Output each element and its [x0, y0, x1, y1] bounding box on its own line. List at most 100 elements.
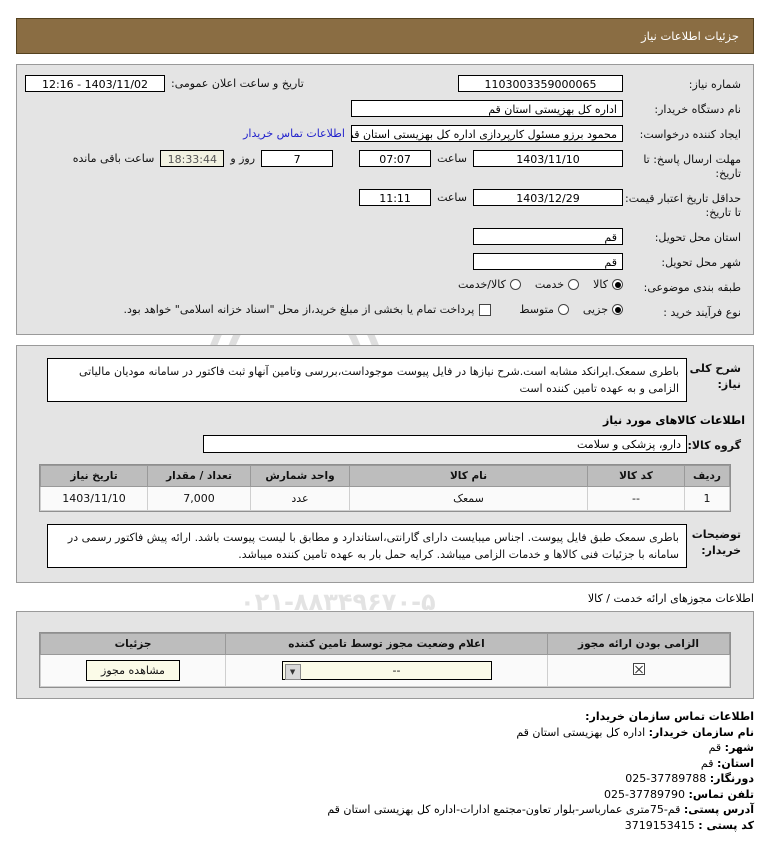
permits-panel: الزامی بودن ارائه مجوز اعلام وضعیت مجوز … [16, 611, 754, 699]
radio-icon-medium[interactable] [557, 304, 569, 315]
goods-col-code: کد کالا [587, 465, 685, 487]
validity-date-input[interactable]: 1403/12/29 [473, 189, 623, 206]
need-description-text[interactable]: باطری سمعک.ایرانکد مشابه است.شرح نیازها … [47, 358, 687, 402]
goods-cell-quantity: 7,000 [147, 486, 251, 511]
goods-col-unit: واحد شمارش [250, 465, 350, 487]
permits-cell-required [547, 654, 730, 687]
permits-col-details: جزئیات [40, 633, 226, 655]
buyer-notes-label: توضیحات خریدار: [691, 528, 741, 557]
buyer-contact-link[interactable]: اطلاعات تماس خریدار [243, 127, 345, 140]
need-details-panel: شماره نیاز: 1103003359000065 تاریخ و ساع… [16, 64, 754, 335]
category-label: طبقه بندی موضوعی: [643, 281, 741, 294]
contact-line-postal: کد پستی : 3719153415 [624, 818, 754, 832]
row-category: طبقه بندی موضوعی: کالا خدمت کالا/خدمت [17, 274, 753, 299]
radio-process-medium[interactable]: متوسط [519, 303, 569, 316]
city-label: شهر محل تحویل: [661, 256, 741, 269]
buyer-notes-text[interactable]: باطری سمعک طبق فایل پیوست. اجناس میبایست… [47, 524, 687, 568]
radio-label-goods-service: کالا/خدمت [458, 278, 506, 291]
goods-section-heading: اطلاعات کالاهای مورد نیاز [603, 414, 745, 427]
buyer-contact-block: اطلاعات تماس سازمان خریدار: نام سازمان خ… [16, 709, 754, 833]
radio-category-goods[interactable]: کالا [593, 278, 623, 291]
radio-label-minor: جزیی [582, 303, 608, 316]
radio-icon-service[interactable] [568, 279, 580, 290]
deadline-time-input[interactable]: 07:07 [359, 150, 432, 167]
need-description-label: شرح کلی نیاز: [689, 362, 741, 391]
process-label: نوع فرآیند خرید : [663, 306, 741, 319]
validity-time-input[interactable]: 11:11 [359, 189, 432, 206]
radio-label-service: خدمت [534, 278, 565, 291]
goods-col-row: ردیف [684, 465, 730, 487]
goods-col-name: نام کالا [349, 465, 588, 487]
goods-cell-name: سمعک [349, 486, 588, 511]
row-need-number: شماره نیاز: 1103003359000065 تاریخ و ساع… [17, 71, 753, 96]
validity-hour-label: ساعت [437, 191, 467, 204]
permits-col-status: اعلام وضعیت مجوز توسط تامین کننده [225, 633, 548, 655]
deadline-label: مهلت ارسال پاسخ: تا تاریخ: [643, 153, 741, 180]
goods-cell-date: 1403/11/10 [40, 486, 148, 511]
deadline-hour-label: ساعت [437, 152, 467, 165]
radio-icon-goods-service[interactable] [509, 279, 521, 290]
contact-line-phone: تلفن تماس: 37789790-025 [604, 787, 754, 801]
contact-line-address: آدرس پستی: قم-75متری عمارباسر-بلوار تعاو… [327, 803, 754, 816]
treasury-checkbox[interactable] [479, 303, 492, 316]
radio-label-goods: کالا [593, 278, 608, 291]
permit-status-value: -- [392, 664, 401, 677]
radio-icon-goods[interactable] [612, 279, 623, 290]
permit-required-checkbox-icon [632, 663, 645, 675]
row-process-type: نوع فرآیند خرید : جزیی متوسط پرداخت تمام… [17, 299, 753, 328]
creator-input[interactable]: محمود برزو مسئول کارپردازی اداره کل بهزی… [351, 125, 623, 142]
radio-icon-minor[interactable] [612, 304, 623, 315]
goods-group-input[interactable]: دارو، پزشکی و سلامت [203, 435, 687, 453]
days-label: روز و [230, 152, 256, 165]
countdown-label: ساعت باقی مانده [72, 152, 155, 165]
permits-table-header-row: الزامی بودن ارائه مجوز اعلام وضعیت مجوز … [40, 633, 730, 655]
province-label: استان محل تحویل: [654, 231, 741, 244]
contact-heading: اطلاعات تماس سازمان خریدار: [585, 710, 754, 723]
page-root: جزئیات اطلاعات نیاز شماره نیاز: 11030033… [0, 18, 770, 833]
treasury-checkbox-label: پرداخت تمام یا بخشی از مبلغ خرید،از محل … [123, 303, 475, 316]
buyer-org-label: نام دستگاه خریدار: [654, 103, 741, 116]
permits-col-required: الزامی بودن ارائه مجوز [547, 633, 730, 655]
remaining-days-input[interactable]: 7 [261, 150, 334, 167]
buyer-org-input[interactable]: اداره کل بهزیستی استان قم [351, 100, 623, 117]
need-description-panel: شرح کلی نیاز: باطری سمعک.ایرانکد مشابه ا… [16, 345, 754, 583]
countdown-timer: 18:33:44 [160, 150, 225, 167]
creator-label: ایجاد کننده درخواست: [639, 128, 741, 141]
goods-table-header-row: ردیف کد کالا نام کالا واحد شمارش تعداد /… [40, 465, 730, 487]
province-input[interactable]: قم [473, 228, 623, 245]
radio-category-service[interactable]: خدمت [534, 278, 580, 291]
need-number-label: شماره نیاز: [688, 78, 741, 91]
announce-datetime-input[interactable]: 1403/11/02 - 12:16 [25, 75, 165, 92]
radio-label-medium: متوسط [519, 303, 554, 316]
contact-line-province: استان: قم [700, 756, 754, 770]
announce-label: تاریخ و ساعت اعلان عمومی: [171, 77, 304, 90]
table-row[interactable]: ▼ -- مشاهده مجوز [40, 654, 730, 687]
goods-col-date: تاریخ نیاز [40, 465, 148, 487]
permits-cell-status: ▼ -- [225, 654, 548, 687]
chevron-down-icon[interactable]: ▼ [284, 664, 301, 680]
goods-col-quantity: تعداد / مقدار [147, 465, 251, 487]
contact-line-org: نام سازمان خریدار: اداره کل بهزیستی استا… [516, 725, 754, 739]
row-price-validity: حداقل تاریخ اعتبار قیمت: تا تاریخ: 1403/… [17, 185, 753, 224]
goods-cell-code: -- [587, 486, 685, 511]
row-goods-group: گروه کالا: دارو، پزشکی و سلامت [17, 431, 753, 458]
deadline-date-input[interactable]: 1403/11/10 [473, 150, 623, 167]
permit-status-select[interactable]: ▼ -- [281, 661, 492, 680]
city-input[interactable]: قم [473, 253, 623, 270]
row-city: شهر محل تحویل: قم [17, 249, 753, 274]
row-buyer-org: نام دستگاه خریدار: اداره کل بهزیستی استا… [17, 96, 753, 121]
radio-process-minor[interactable]: جزیی [583, 303, 623, 316]
view-permit-button[interactable]: مشاهده مجوز [86, 660, 180, 681]
permits-section-heading: اطلاعات مجوزهای ارائه خدمت / کالا [587, 592, 754, 605]
goods-cell-unit: عدد [250, 486, 350, 511]
page-title-bar: جزئیات اطلاعات نیاز [16, 18, 754, 54]
contact-line-city: شهر: قم [708, 741, 754, 754]
goods-cell-row: 1 [684, 486, 730, 511]
contact-line-fax: دورنگار: 37789788-025 [625, 772, 754, 785]
need-number-input[interactable]: 1103003359000065 [458, 75, 623, 92]
row-need-description: شرح کلی نیاز: باطری سمعک.ایرانکد مشابه ا… [17, 354, 753, 406]
table-row[interactable]: 1 -- سمعک عدد 7,000 1403/11/10 [40, 486, 730, 511]
radio-category-goods-service[interactable]: کالا/خدمت [458, 278, 521, 291]
row-province: استان محل تحویل: قم [17, 224, 753, 249]
page-title: جزئیات اطلاعات نیاز [641, 29, 739, 43]
